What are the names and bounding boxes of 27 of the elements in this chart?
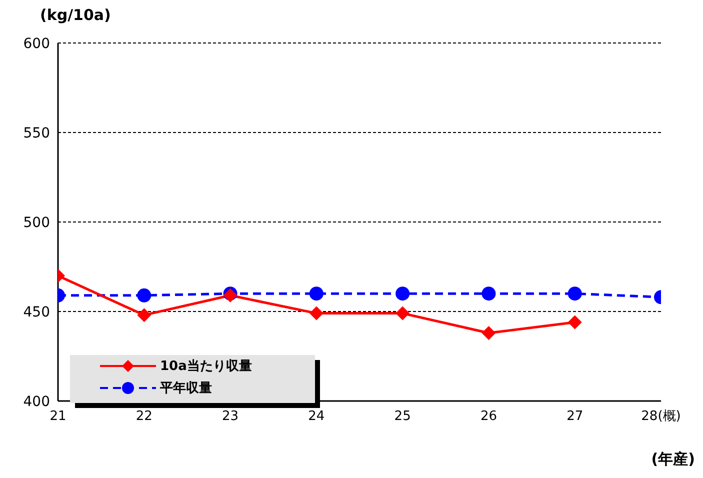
point [137, 308, 152, 322]
point [309, 286, 324, 301]
y-axis-title: (kg/10a) [40, 6, 111, 24]
point [396, 286, 410, 301]
point [568, 286, 582, 301]
x-tick-label: 24 [308, 409, 325, 424]
point [482, 286, 496, 301]
x-tick-label: 27 [566, 409, 584, 424]
x-tick-label: 21 [50, 409, 66, 424]
point [396, 306, 410, 320]
x-tick-label: 23 [222, 409, 239, 424]
x-axis-title: (年産) [651, 450, 695, 469]
point [482, 326, 496, 340]
y-tick-label: 500 [23, 214, 50, 231]
x-tick-label: 22 [136, 409, 152, 424]
y-tick-label: 400 [23, 394, 50, 410]
x-tick-label: 26 [480, 409, 497, 424]
y-tick-label: 550 [23, 125, 50, 142]
y-tick-label: 450 [23, 304, 50, 320]
legend-label: 10a当たり収量 [160, 358, 252, 375]
x-tick-label: 25 [394, 409, 411, 424]
point [568, 315, 582, 330]
legend-label: 平年収量 [160, 380, 212, 397]
point [309, 306, 324, 320]
x-tick-label: 28(概) [641, 409, 681, 424]
y-tick-label: 600 [23, 36, 50, 52]
point [137, 288, 152, 302]
